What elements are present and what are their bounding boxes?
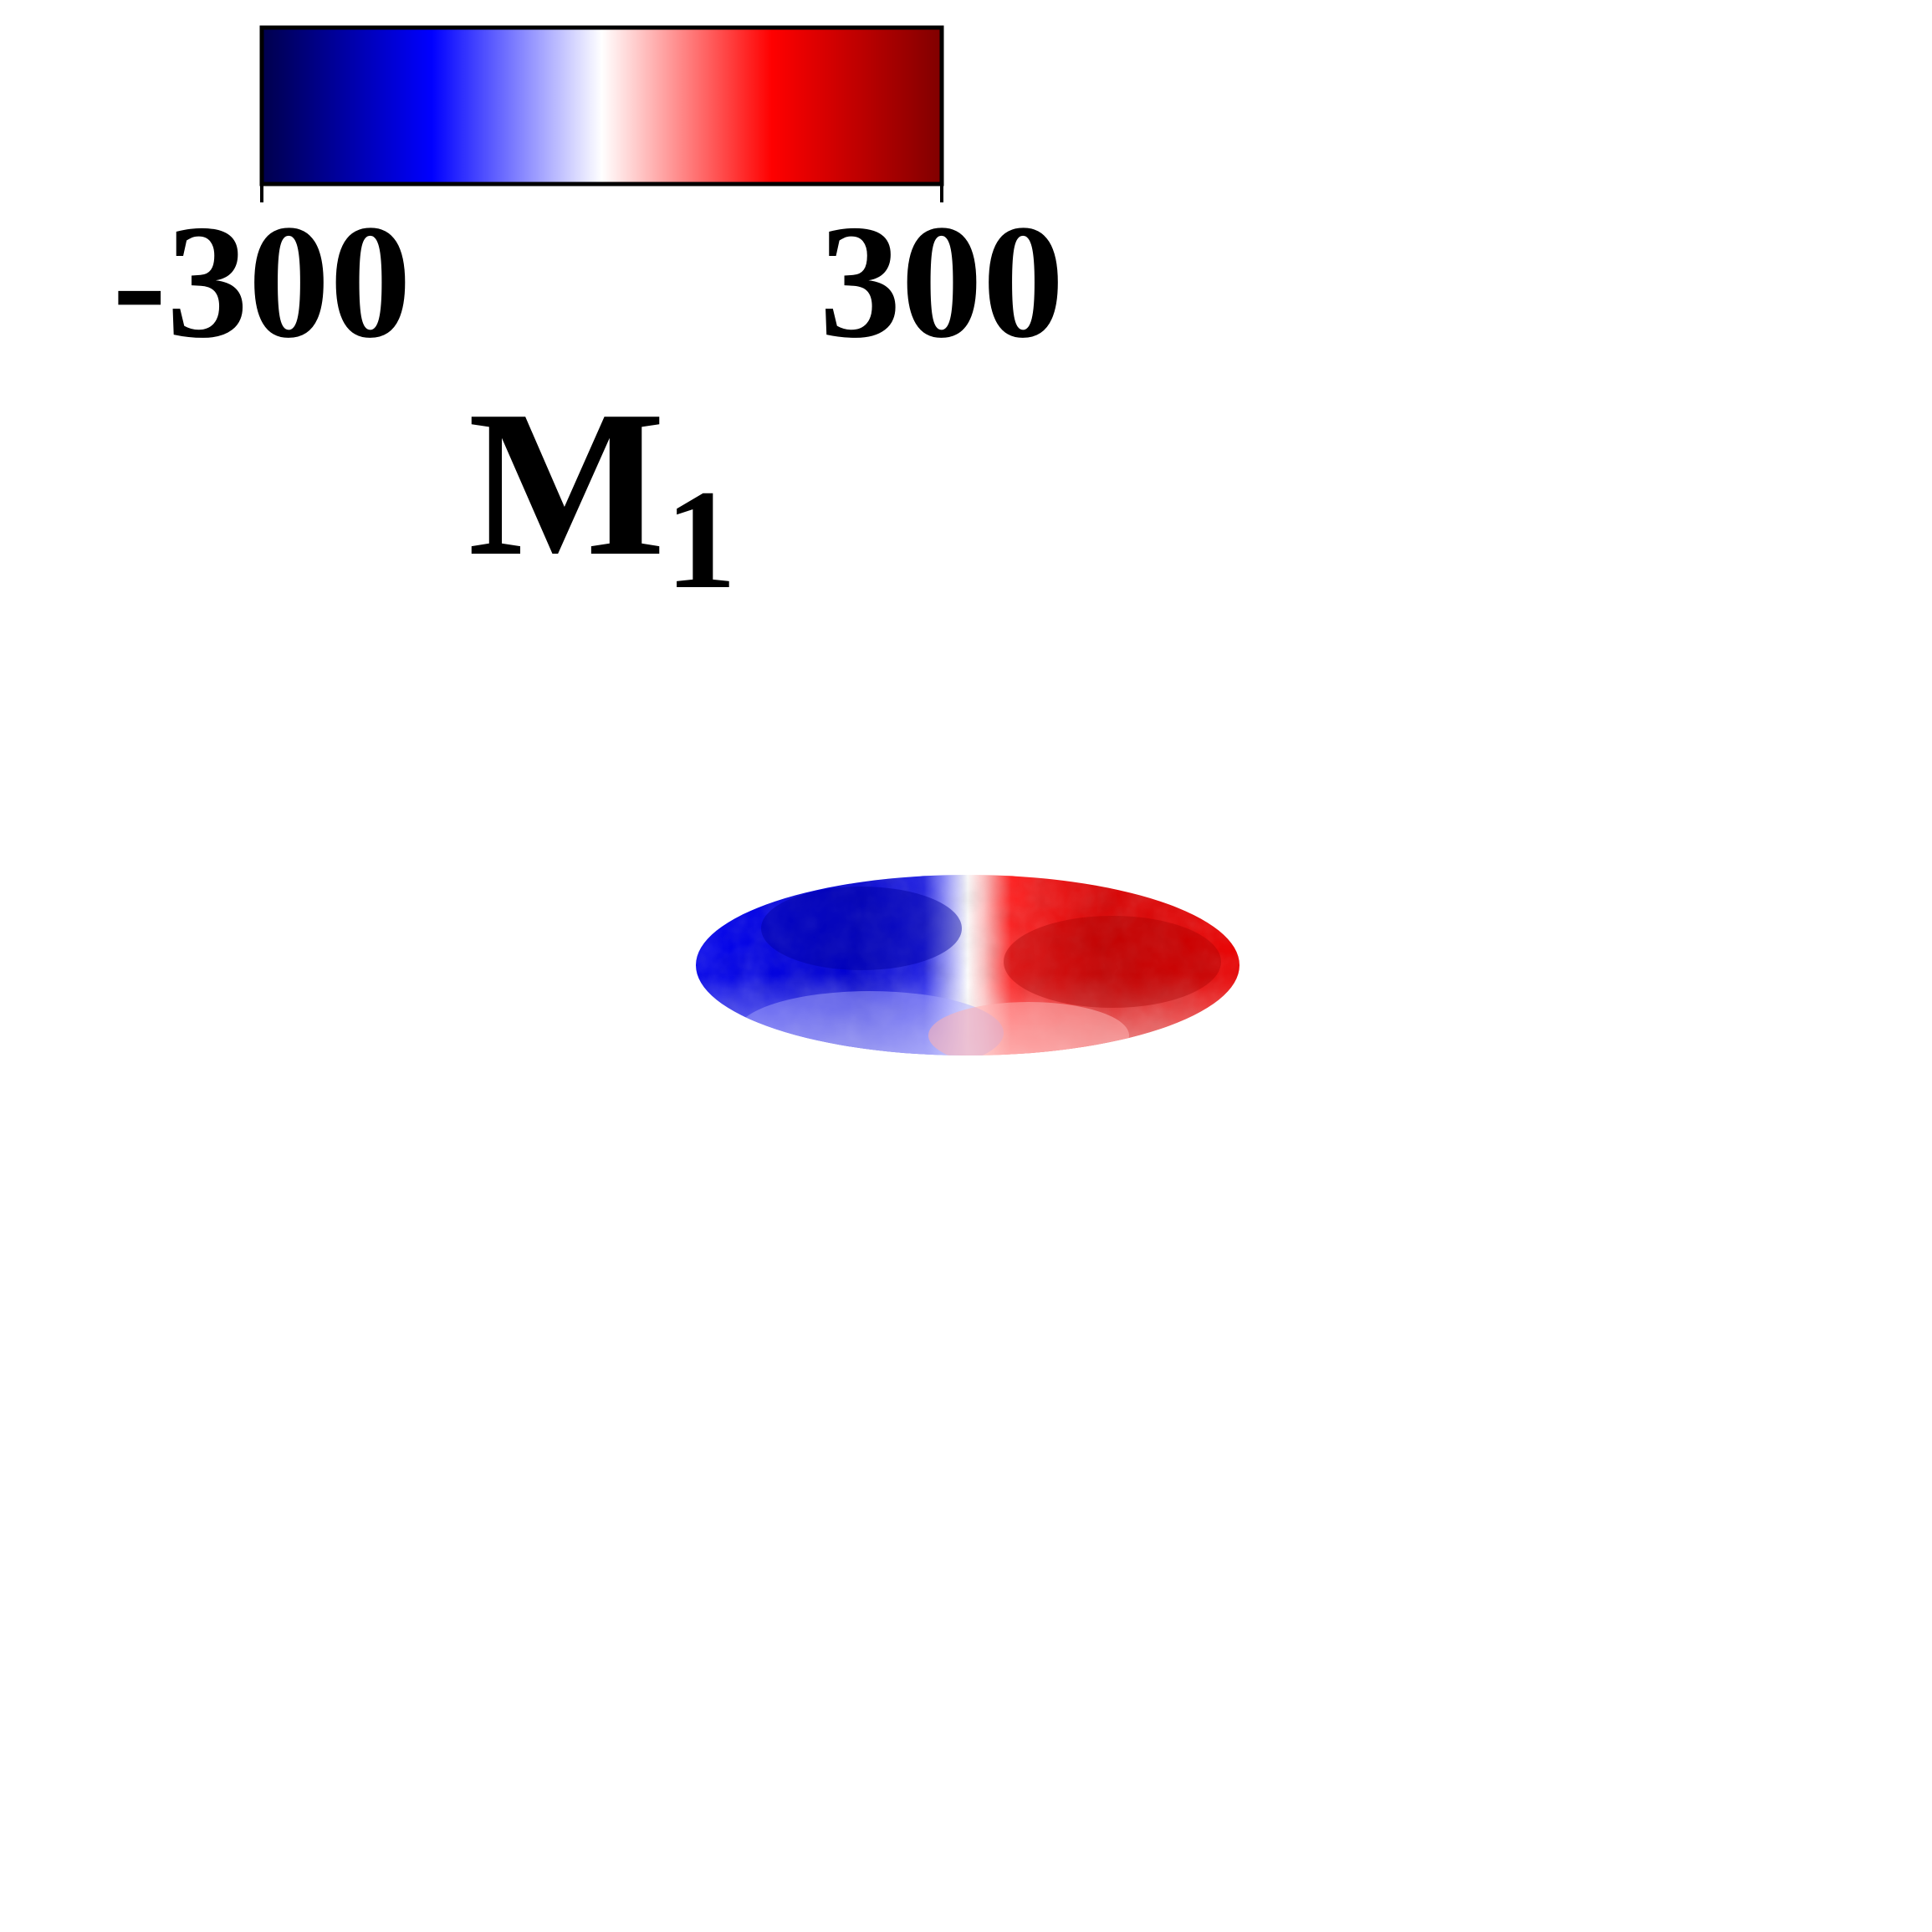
colorbar-label-sub: 1: [665, 461, 736, 618]
colorbar-fill: [262, 28, 942, 184]
sky-map: [696, 875, 1239, 1055]
sky-map-light-red-region: [928, 1002, 1129, 1055]
colorbar-tick-label-min: -300: [112, 192, 411, 372]
sky-map-dark-blue-core: [761, 887, 962, 970]
colorbar-frame: [259, 25, 944, 187]
colorbar-label: M1: [468, 368, 737, 618]
colorbar-tick-label-max: 300: [820, 192, 1065, 372]
colorbar: -300 300 M1: [112, 25, 1065, 618]
colorbar-label-main: M: [468, 368, 666, 600]
sky-map-dark-red-core: [1004, 916, 1221, 1008]
